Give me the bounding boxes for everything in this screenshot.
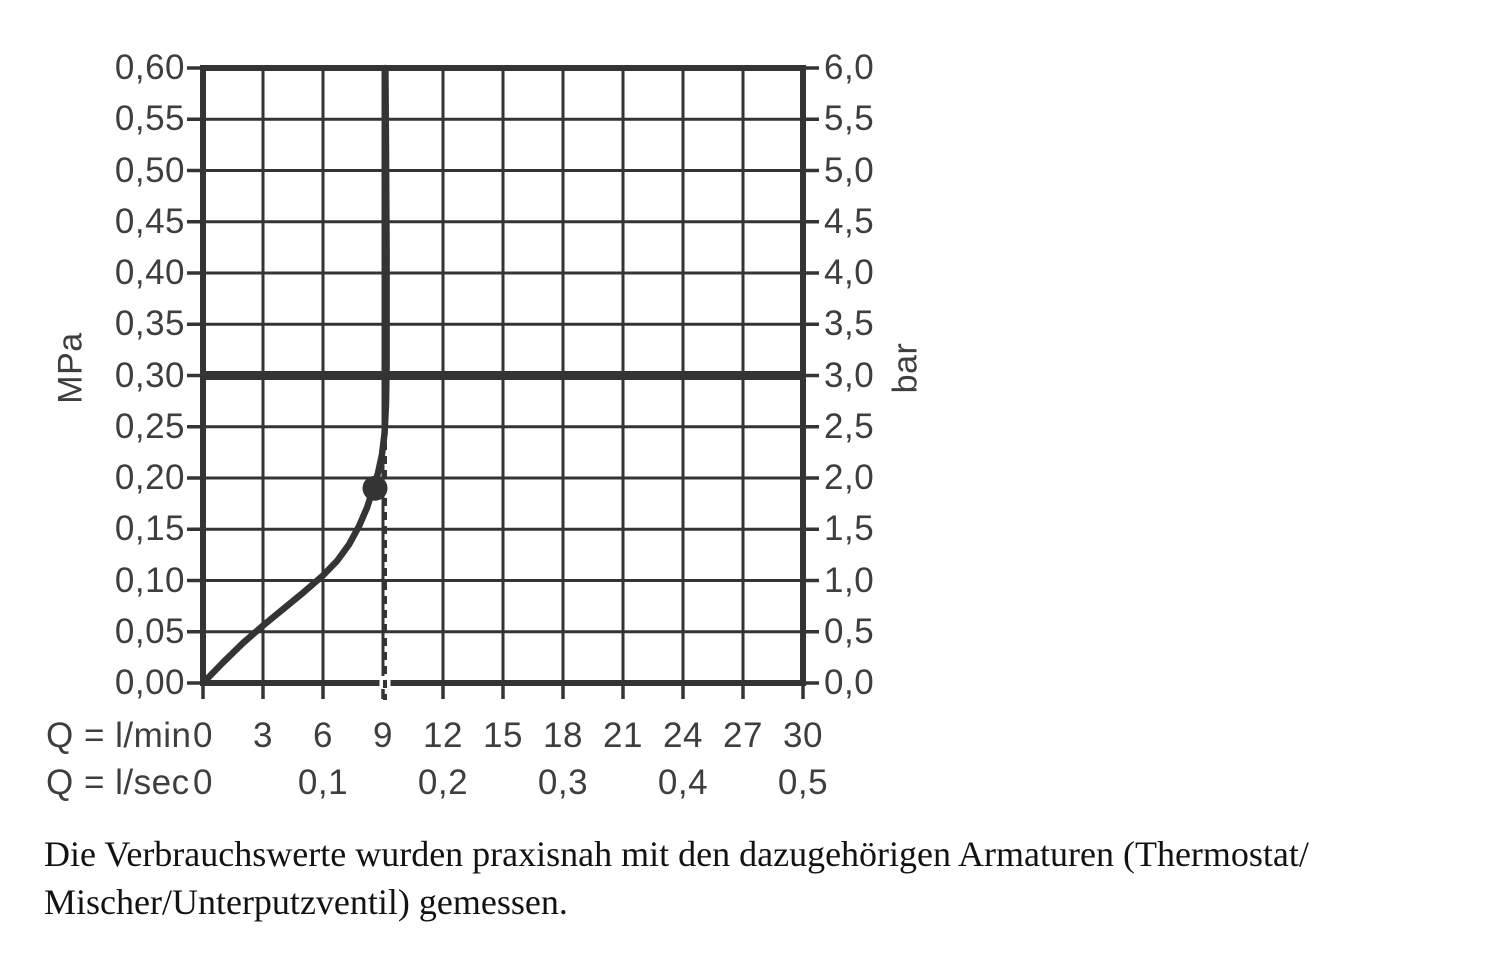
y-left-tick-label: 0,30: [114, 355, 185, 395]
x-lmin-tick-label: 0: [193, 716, 213, 755]
y-left-tick-label: 0,50: [114, 150, 185, 190]
y-left-tick-label: 0,35: [114, 304, 185, 344]
caption-line-1: Die Verbrauchswerte wurden praxisnah mit…: [44, 834, 1309, 874]
y-left-tick-label: 0,05: [114, 611, 185, 651]
x-lsec-tick-label: 0,5: [777, 763, 829, 802]
y-right-tick-label: 4,0: [824, 253, 875, 292]
y-right-tick-label: 3,0: [824, 355, 875, 395]
y-left-tick-label: 0,55: [114, 99, 185, 139]
y-right-tick-label: 0,5: [824, 611, 875, 651]
caption-line-2: Mischer/Unterputzventil) gemessen.: [44, 882, 568, 922]
x-lsec-tick-label: 0,2: [417, 763, 469, 802]
x-axis-row-label-lsec: Q = l/sec: [46, 763, 190, 802]
y-right-tick-label: 6,0: [824, 48, 875, 87]
y-right-tick-label: 3,5: [824, 304, 875, 344]
caption-text: Die Verbrauchswerte wurden praxisnah mit…: [44, 830, 1464, 926]
x-lmin-tick-label: 9: [373, 716, 393, 755]
y-right-tick-label: 0,0: [824, 663, 875, 702]
x-lmin-tick-label: 27: [723, 716, 763, 755]
y-left-tick-label: 0,20: [114, 458, 185, 497]
x-lmin-tick-label: 18: [543, 716, 583, 755]
y-left-tick-label: 0,15: [114, 509, 185, 549]
y-left-tick-label: 0,40: [114, 253, 185, 292]
plot-border: [200, 65, 806, 686]
x-lmin-tick-label: 15: [483, 716, 523, 755]
x-lmin-tick-label: 3: [253, 716, 273, 755]
x-lsec-tick-label: 0,1: [297, 763, 349, 802]
y-left-tick-label: 0,25: [114, 406, 185, 446]
x-lmin-tick-label: 30: [783, 716, 823, 755]
y-left-tick-label: 0,10: [114, 560, 185, 600]
x-lmin-tick-label: 21: [603, 716, 643, 755]
x-lmin-tick-label: 24: [663, 716, 703, 755]
y-left-tick-label: 0,45: [114, 201, 185, 241]
x-lsec-tick-label: 0,4: [657, 763, 709, 802]
x-lmin-tick-label: 6: [313, 716, 333, 755]
y-right-tick-label: 4,5: [824, 201, 875, 241]
flow-pressure-curve: [199, 64, 390, 687]
y-right-tick-label: 5,0: [824, 150, 875, 190]
curve-marker-dot: [362, 475, 388, 501]
y-right-tick-label: 5,5: [824, 99, 875, 139]
y-right-tick-label: 2,5: [824, 406, 875, 446]
y-right-tick-label: 1,5: [824, 509, 875, 549]
x-lsec-tick-label: 0: [193, 763, 213, 802]
x-lsec-tick-label: 0,3: [537, 763, 589, 802]
x-axis-row-label-lmin: Q = l/min: [46, 716, 192, 755]
y-right-tick-label: 2,0: [824, 458, 875, 497]
y-left-tick-label: 0,60: [114, 48, 185, 87]
y-right-tick-label: 1,0: [824, 560, 875, 600]
x-lmin-tick-label: 12: [423, 716, 463, 755]
y-left-tick-label: 0,00: [114, 663, 185, 702]
